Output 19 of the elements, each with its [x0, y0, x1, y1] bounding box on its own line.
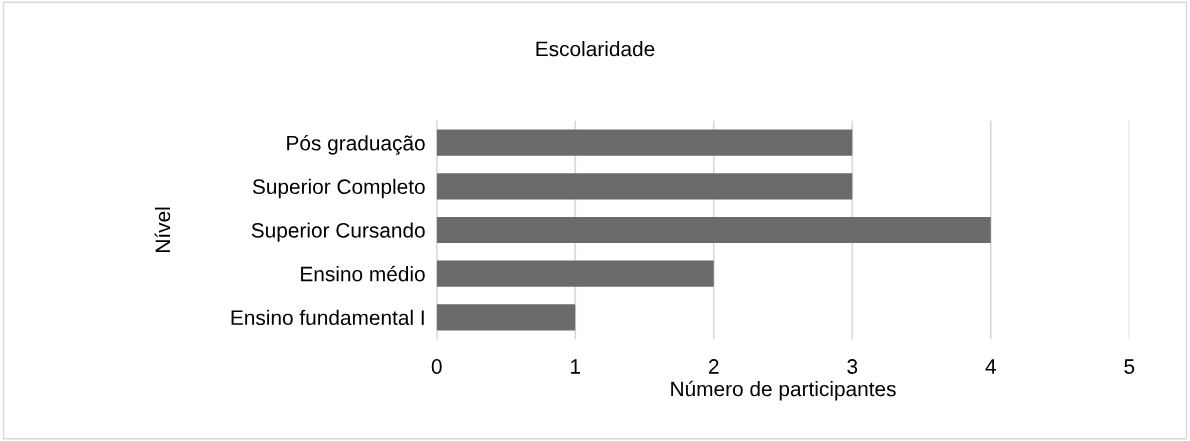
y-tick-label: Superior Cursando [251, 222, 425, 242]
y-axis-title: Nível [154, 207, 171, 252]
bar [436, 216, 991, 244]
bar [436, 173, 853, 200]
bar [436, 260, 714, 287]
x-tick-label: 3 [847, 359, 858, 374]
x-tick-label: 1 [571, 359, 581, 374]
x-tick-label: 4 [985, 359, 996, 374]
chart-title: Escolaridade [536, 41, 655, 57]
x-tick-label: 2 [709, 359, 719, 374]
x-tick-label: 0 [431, 359, 442, 374]
y-tick-label: Pós graduação [287, 134, 425, 155]
x-axis-title: Número de participantes [671, 380, 896, 401]
bar [436, 304, 576, 331]
y-tick-label: Superior Completo [252, 178, 425, 199]
bar [436, 129, 853, 156]
y-tick-label: Ensino médio [301, 265, 425, 282]
x-tick-label: 5 [1124, 359, 1135, 374]
y-tick-label: Ensino fundamental I [231, 309, 424, 326]
